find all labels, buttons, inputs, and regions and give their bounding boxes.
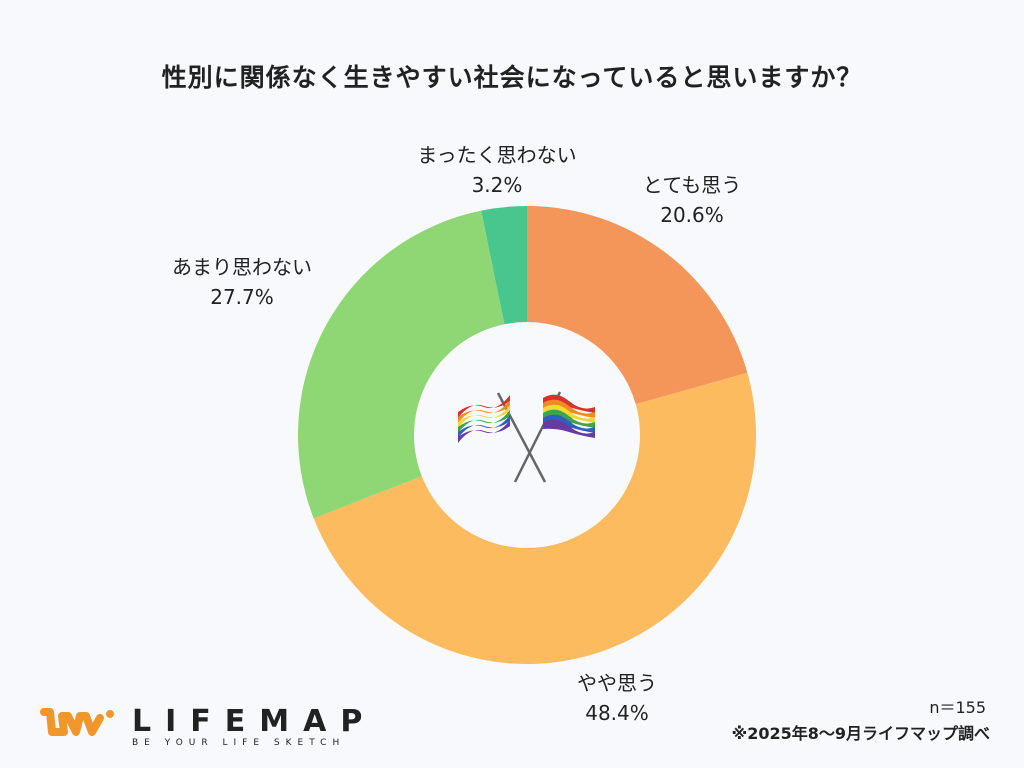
slice-label-3: まったく思わない 3.2% (417, 140, 576, 200)
flag-stripe (458, 420, 510, 443)
flag-stripe (543, 414, 595, 433)
donut-slice-0 (527, 206, 748, 405)
category-label: とても思う (642, 173, 742, 197)
flag-stripe (543, 394, 595, 413)
value-label: 3.2% (471, 173, 523, 197)
lifemap-logo-icon (40, 708, 114, 736)
logo-tagline: BE YOUR LIFE SKETCH (132, 738, 346, 748)
category-label: やや思う (577, 671, 657, 695)
donut-slice-2 (298, 210, 505, 519)
chart-title: 性別に関係なく生きやすい社会になっていると思いますか？ (161, 63, 863, 92)
source-note: ※2025年8〜9月ライフマップ調べ (731, 724, 990, 743)
donut-slice-3 (481, 206, 527, 325)
slice-label-2: あまり思わない 27.7% (172, 252, 312, 312)
flag-stripe (458, 400, 510, 423)
flag-stripe (543, 399, 595, 418)
value-label: 20.6% (660, 203, 724, 227)
flag-stripe (543, 404, 595, 423)
flag-stripe (458, 415, 510, 438)
category-label: まったく思わない (417, 143, 577, 167)
flag-stripe (458, 395, 510, 418)
flag-stripe (458, 405, 510, 428)
category-label: あまり思わない (172, 255, 312, 279)
rainbow-flags-icon (458, 391, 595, 483)
sample-size: n＝155 (929, 698, 986, 717)
flag-stripe (458, 410, 510, 433)
slice-label-1: やや思う 48.4% (577, 668, 657, 728)
value-label: 27.7% (210, 285, 274, 309)
flag-stripe (543, 409, 595, 428)
value-label: 48.4% (585, 701, 649, 725)
donut-slice-1 (313, 372, 756, 664)
slice-label-0: とても思う 20.6% (643, 170, 741, 230)
logo-name: LIFEMAP (132, 704, 377, 739)
flag-stripe (543, 419, 595, 438)
